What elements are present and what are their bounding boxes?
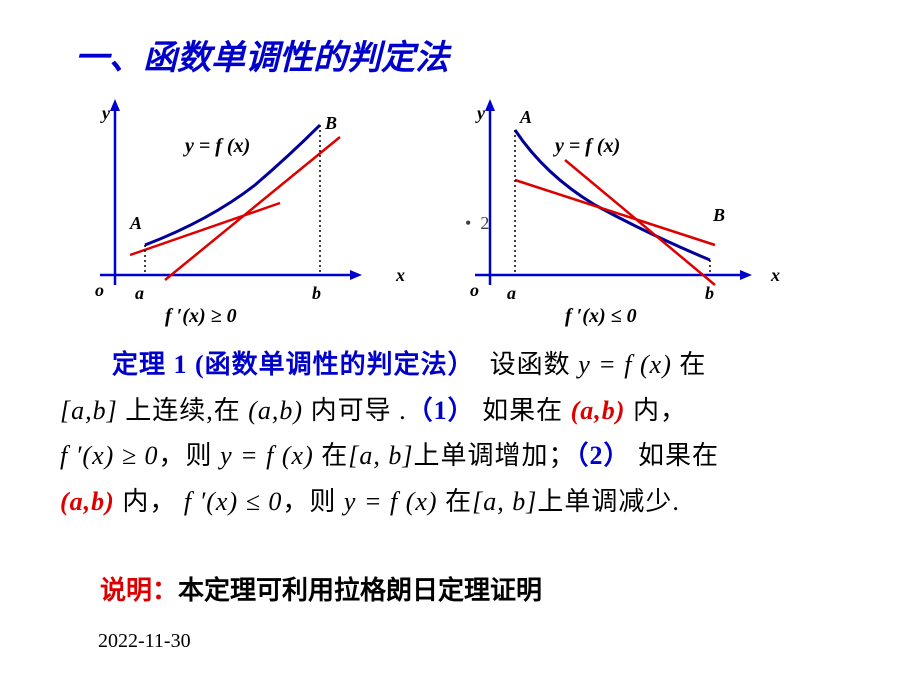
x-axis-label: x xyxy=(396,265,405,286)
theorem-text: 定理 1 (函数单调性的判定法） 设函数 y = f (x) 在 [a,b] 上… xyxy=(60,342,860,524)
y-axis-label: y xyxy=(477,103,485,124)
note-text: 说明：本定理可利用拉格朗日定理证明 xyxy=(100,570,542,607)
b-label: b xyxy=(705,283,714,304)
point-b-label: B xyxy=(325,113,337,134)
y-axis-label: y xyxy=(102,103,110,124)
b-label: b xyxy=(312,283,321,304)
curve-equation: y = f (x) xyxy=(185,135,250,158)
chart-decreasing: y x o a b A B y = f (x) f ′(x) ≤ 0 xyxy=(455,105,755,305)
curve-equation: y = f (x) xyxy=(555,135,620,158)
derivative-condition: f ′(x) ≥ 0 xyxy=(165,305,237,328)
derivative-condition: f ′(x) ≤ 0 xyxy=(565,305,637,328)
page-title: 一、函数单调性的判定法 xyxy=(75,30,449,79)
slide-date: 2022-11-30 xyxy=(98,630,191,653)
theorem-lead: 定理 1 (函数单调性的判定法） xyxy=(112,350,475,379)
charts-row: y x o a b A B y = f (x) f ′(x) ≥ 0 • 2 y… xyxy=(80,105,840,325)
a-label: a xyxy=(507,283,516,304)
origin-label: o xyxy=(95,280,104,301)
origin-label: o xyxy=(470,280,479,301)
a-label: a xyxy=(135,283,144,304)
point-a-label: A xyxy=(520,107,532,128)
chart-increasing: y x o a b A B y = f (x) f ′(x) ≥ 0 xyxy=(80,105,380,305)
point-b-label: B xyxy=(713,205,725,226)
x-axis-label: x xyxy=(771,265,780,286)
point-a-label: A xyxy=(130,213,142,234)
note-lead: 说明： xyxy=(100,576,178,605)
